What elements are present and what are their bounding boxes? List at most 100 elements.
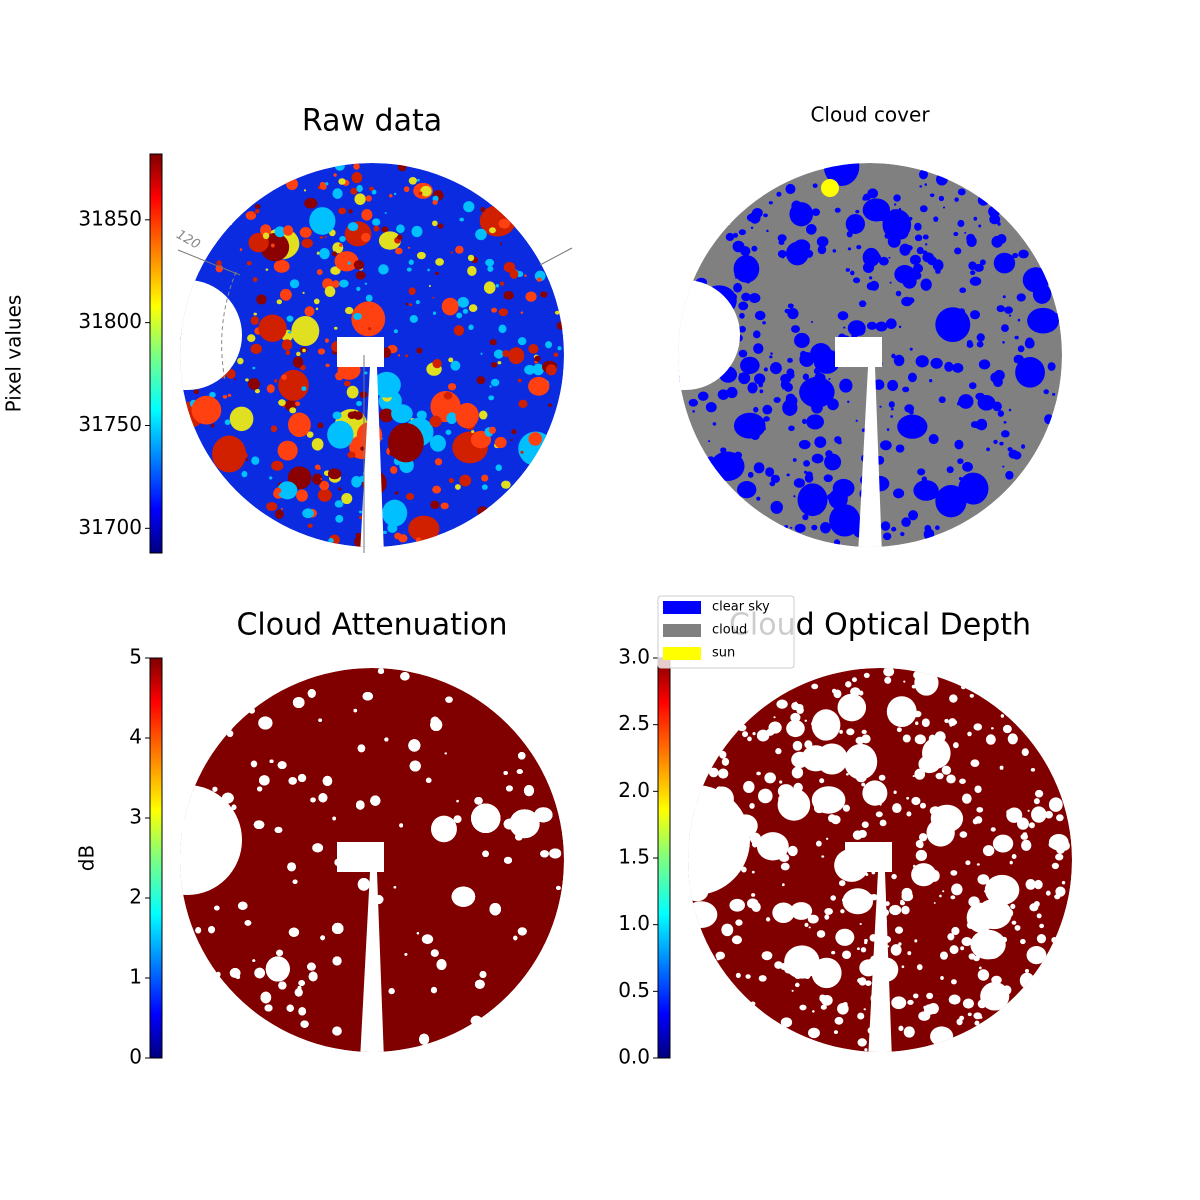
- cloud-gap: [843, 326, 846, 329]
- obstruction: [688, 785, 750, 895]
- cloud-gap: [785, 183, 796, 195]
- cloud-gap: [416, 251, 426, 260]
- cloud-gap: [302, 348, 306, 353]
- cloud-gap: [319, 480, 330, 491]
- cloud-gap: [833, 539, 841, 546]
- cloud-gap: [740, 356, 760, 375]
- cloud-gap: [887, 379, 899, 392]
- cloud-gap: [901, 965, 905, 969]
- cloud-gap: [339, 235, 346, 243]
- cloud-gap: [950, 870, 958, 876]
- cloud-gap: [918, 755, 941, 774]
- cloud-gap: [456, 799, 459, 803]
- cloud-gap: [949, 694, 958, 703]
- cloud-gap: [371, 189, 377, 195]
- cloud-gap: [893, 194, 901, 202]
- cloud-gap: [277, 761, 287, 770]
- cloud-gap: [984, 884, 992, 893]
- cloud-gap: [893, 354, 905, 367]
- cloud-gap: [913, 993, 919, 999]
- cloud-gap: [489, 339, 497, 346]
- cloud-gap: [878, 774, 886, 781]
- cloud-gap: [962, 998, 974, 1009]
- cloud-gap: [863, 1008, 866, 1011]
- cloud-gap: [430, 986, 437, 994]
- cloud-gap: [996, 305, 1005, 313]
- cloud-gap: [777, 234, 787, 242]
- cloud-gap: [212, 786, 218, 792]
- cloud-gap: [913, 480, 939, 501]
- cloud-gap: [810, 343, 832, 365]
- obstruction: [180, 280, 242, 390]
- cloud-gap: [327, 468, 342, 480]
- cloud-gap: [926, 992, 934, 999]
- cloud-gap: [954, 247, 962, 255]
- obstruction: [180, 668, 242, 730]
- cloud-gap: [924, 243, 928, 246]
- cloud-gap: [706, 456, 716, 466]
- cloud-gap: [455, 402, 479, 429]
- cloud-gap: [976, 806, 984, 813]
- cloud-gap: [992, 834, 1014, 853]
- cloud-gap: [969, 694, 974, 698]
- cloud-gap: [520, 311, 524, 314]
- cloud-gap: [961, 936, 973, 947]
- cloud-gap: [244, 920, 252, 926]
- cloud-gap: [966, 235, 977, 247]
- cloud-gap: [901, 905, 910, 915]
- cloud-gap: [334, 163, 345, 171]
- cloud-gap: [762, 404, 773, 415]
- cloud-gap: [903, 680, 906, 683]
- cloud-gap: [292, 879, 298, 884]
- cloud-gap: [958, 394, 974, 409]
- cloud-gap: [1054, 894, 1061, 900]
- cloud-gap: [917, 468, 926, 476]
- cloud-gap: [982, 937, 1003, 959]
- cloud-gap: [212, 435, 247, 473]
- cloud-gap: [481, 484, 488, 490]
- cloud-gap: [1008, 314, 1012, 317]
- cloud-gap: [1034, 278, 1042, 286]
- cloud-gap: [745, 974, 751, 979]
- obstruction: [678, 280, 740, 390]
- cloud-gap: [960, 685, 966, 690]
- cloud-gap: [254, 204, 261, 209]
- cloud-gap: [927, 1003, 939, 1015]
- cloud-gap: [454, 484, 461, 490]
- cloud-gap: [899, 243, 911, 256]
- cloud-gap: [734, 451, 743, 459]
- cloud-gap: [858, 977, 867, 986]
- cloud-gap: [843, 695, 852, 705]
- cloud-gap: [819, 994, 826, 1000]
- cloud-gap: [928, 433, 939, 445]
- cloud-gap: [1030, 767, 1036, 772]
- cloud-gap: [430, 949, 439, 957]
- cloud-gap: [855, 209, 860, 214]
- cloud-gap: [409, 314, 418, 323]
- cloud-gap: [1003, 837, 1008, 842]
- colorbar-tick-label: 31750: [78, 412, 142, 436]
- cloud-gap: [769, 362, 782, 375]
- cloud-gap: [403, 186, 410, 193]
- cloud-gap: [332, 188, 343, 199]
- cloud-gap: [381, 226, 389, 233]
- cloud-gap: [860, 947, 867, 953]
- cloud-gap: [250, 316, 259, 325]
- cloud-gap: [443, 392, 453, 400]
- cloud-gap: [1002, 465, 1005, 468]
- cloud-gap: [960, 946, 965, 951]
- cloud-gap: [294, 988, 303, 997]
- cloud-gap: [239, 248, 243, 251]
- cloud-gap: [738, 301, 749, 311]
- cloud-gap: [266, 384, 275, 394]
- cloud-gap: [751, 870, 755, 874]
- cloud-gap: [432, 296, 435, 299]
- cloud-gap: [770, 500, 783, 514]
- cloud-gap: [245, 378, 249, 382]
- azimuth-line: [177, 249, 241, 276]
- cloud-gap: [776, 699, 788, 709]
- cloud-gap: [876, 209, 880, 214]
- cloud-gap: [940, 976, 944, 980]
- cloud-gap: [459, 474, 472, 487]
- cloud-gap: [520, 450, 524, 454]
